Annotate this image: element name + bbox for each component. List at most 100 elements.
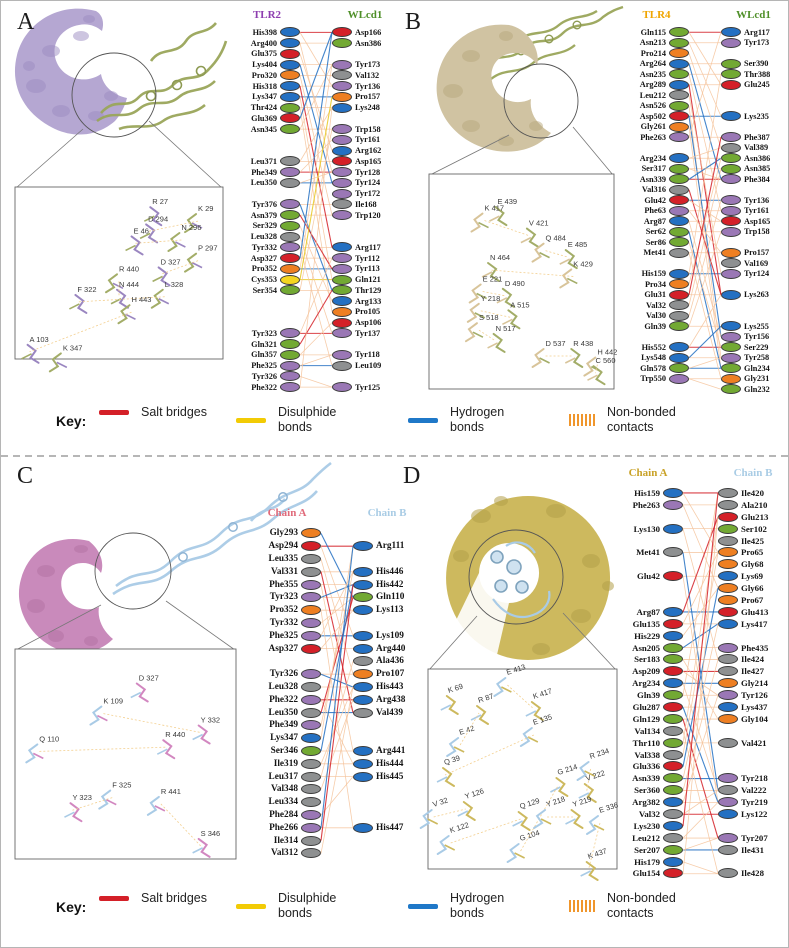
residue-row: Pro352 Lys113: [253, 604, 421, 617]
residue-name-right: Leu109: [355, 361, 382, 371]
residue-name-left: Asp327: [250, 253, 277, 263]
residue-name-left: Ser86: [645, 237, 666, 247]
interaction-line: [688, 210, 722, 253]
interaction-line: [682, 588, 719, 767]
panel-b-rows: Gln115 Arg117 Asn213 Tyr173 Pro214 Arg264 Ser3…: [624, 27, 786, 395]
inset-residue-label: R 441: [161, 787, 181, 796]
residue-row: Ser354 Thr129: [234, 285, 398, 296]
residue-name-left: Met41: [636, 547, 660, 558]
residue-stick: [466, 302, 480, 323]
residue-oval-left: [669, 111, 689, 122]
inset-residue-label: D 537: [546, 339, 566, 348]
residue-row: Asn526: [624, 100, 786, 112]
interaction-line: [299, 64, 333, 269]
residue-stick-branch: [112, 282, 124, 289]
residue-row: Pro34: [624, 279, 786, 290]
residue-oval-left: [669, 363, 689, 374]
residue-name-right: Phe387: [744, 132, 770, 142]
interaction-line: [320, 686, 354, 764]
residue-name-left: Leu350: [268, 707, 298, 718]
interaction-line: [688, 199, 722, 222]
inset-contact-line: [72, 797, 113, 811]
residue-stick-branch: [550, 786, 561, 793]
residue-name-left: Pro352: [269, 605, 298, 616]
residue-stick-branch: [457, 810, 469, 817]
residue-name-right: Arg441: [376, 745, 406, 756]
residue-name-left: Val331: [270, 566, 298, 577]
interaction-line: [688, 42, 722, 117]
inset-contact-line: [77, 296, 165, 303]
residue-oval-right: [353, 566, 373, 577]
inset-residue-label: R 438: [573, 339, 593, 348]
residue-oval-right: [718, 844, 738, 855]
residue-oval-left: [663, 630, 683, 641]
residue-oval-right: [718, 642, 738, 653]
residue-name-right: Tyr118: [355, 350, 380, 360]
residue-stick: [197, 837, 211, 858]
residue-row: Tyr326: [234, 371, 398, 382]
residue-stick: [162, 739, 176, 760]
residue-name-left: Pro34: [644, 279, 666, 289]
residue-name-left: Ser346: [270, 745, 298, 756]
interaction-line: [320, 597, 354, 713]
inset-residue-label: Q 484: [546, 234, 566, 243]
panel-b-callout-left: [429, 134, 510, 176]
residue-name-right: Lys113: [376, 605, 404, 616]
residue-name-left: Ser62: [645, 227, 666, 237]
residue-row: Ser62 Trp158: [624, 226, 786, 238]
residue-stick: [197, 724, 211, 745]
residue-stick-branch: [158, 298, 170, 305]
residue-name-left: Leu212: [639, 90, 666, 100]
residue-oval-left: [280, 339, 300, 350]
inset-contact-line: [160, 803, 201, 847]
salt-bridges-label: Salt bridges: [141, 405, 208, 419]
residue-oval-left: [663, 618, 683, 629]
residue-name-left: Leu371: [250, 156, 277, 166]
residue-stick-branch: [481, 271, 493, 278]
residue-oval-left: [280, 199, 300, 210]
residue-stick: [507, 309, 521, 330]
residue-oval-right: [332, 102, 352, 113]
panel-c-rows: Gly293 Asp294 Arg111 Leu335 Val331 His446 Phe3…: [253, 527, 421, 860]
residue-name-right: Gln234: [744, 363, 770, 373]
inset-residue-label: N 296: [181, 223, 201, 232]
interaction-line: [682, 492, 719, 696]
residue-oval-left: [301, 553, 321, 564]
residue-oval-left: [280, 242, 300, 253]
residue-name-left: Tyr326: [251, 371, 277, 381]
interaction-line: [299, 354, 333, 367]
residue-oval-right: [332, 27, 352, 38]
inset-residue-label: S 518: [479, 313, 499, 322]
inset-residue-label: C 560: [596, 356, 616, 365]
inset-residue-label: K 29: [198, 204, 213, 213]
residue-oval-right: [718, 523, 738, 534]
interaction-line: [688, 378, 722, 390]
residue-row: Gln39 Tyr126: [613, 689, 788, 701]
residue-oval-right: [721, 79, 741, 90]
residue-row: Val30: [624, 310, 786, 322]
panel-c-inset-box: [14, 648, 237, 860]
interaction-line: [320, 571, 354, 636]
residue-stick-branch: [520, 236, 532, 244]
residue-oval-left: [669, 310, 689, 321]
residue-oval-left: [669, 205, 689, 216]
inset-residue-label: D 294: [148, 214, 168, 223]
residue-stick-branch: [565, 818, 576, 825]
residue-row: Glu369: [234, 113, 398, 124]
residue-stick-branch: [105, 798, 117, 806]
residue-name-left: Asn526: [639, 101, 666, 111]
residue-oval-left: [301, 541, 321, 552]
interaction-line: [688, 53, 722, 148]
disulphide-bonds-label: Disulphide bonds: [278, 891, 337, 920]
residue-oval-right: [721, 321, 741, 332]
inset-contact-line: [480, 310, 511, 318]
interaction-line: [682, 671, 719, 696]
residue-row: Tyr323 Gln110: [253, 591, 421, 604]
residue-oval-left: [280, 328, 300, 339]
residue-row: Glu42 Lys69: [613, 570, 788, 582]
residue-name-left: Cys353: [251, 275, 277, 285]
residue-name-right: Asn386: [744, 153, 771, 163]
residue-oval-right: [718, 678, 738, 689]
interaction-line: [682, 516, 719, 743]
residue-stick: [555, 777, 569, 797]
